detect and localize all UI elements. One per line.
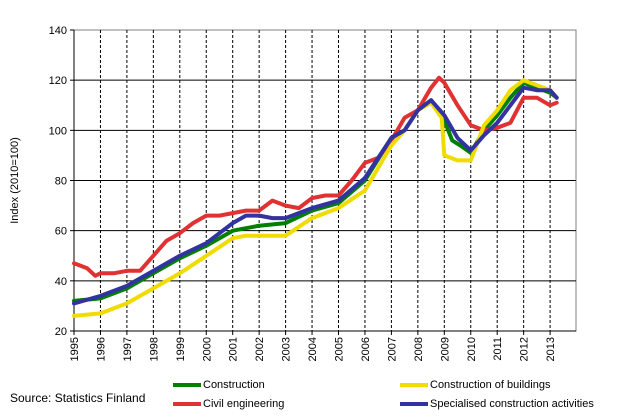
x-tick-label: 2011 [492, 337, 504, 361]
y-tick-label: 20 [55, 326, 67, 338]
x-tick-label: 1999 [175, 337, 187, 361]
x-tick-label: 2008 [413, 337, 425, 361]
y-tick-label: 40 [55, 276, 67, 288]
legend-swatch [400, 402, 428, 406]
y-tick-label: 60 [55, 226, 67, 238]
x-tick-label: 2005 [334, 337, 346, 361]
legend-label: Civil engineering [203, 398, 285, 410]
x-tick-label: 1995 [69, 337, 81, 361]
x-tick-label: 2004 [307, 337, 319, 361]
x-tick-label: 2002 [254, 337, 266, 361]
legend-label: Specialised construction activities [430, 398, 594, 410]
x-tick-label: 2000 [201, 337, 213, 361]
x-tick-label: 2012 [519, 337, 531, 361]
x-tick-label: 1996 [95, 337, 107, 361]
legend-label: Construction of buildings [430, 379, 551, 391]
x-tick-label: 2003 [281, 337, 293, 361]
legend-swatch [173, 383, 201, 387]
legend-item-specialised-construction-activities: Specialised construction activities [400, 398, 594, 410]
legend-item-construction: Construction [173, 379, 265, 391]
y-tick-label: 140 [49, 25, 67, 37]
y-tick-label: 100 [49, 125, 67, 137]
y-tick-label: 80 [55, 176, 67, 188]
x-tick-label: 2013 [545, 337, 557, 361]
x-tick-label: 2010 [466, 337, 478, 361]
legend-item-civil-engineering: Civil engineering [173, 398, 284, 410]
series-line-construction-of-buildings [72, 78, 559, 318]
y-axis-label: Index (2010=100) [9, 137, 21, 224]
x-tick-label: 2001 [228, 337, 240, 361]
source-note: Source: Statistics Finland [10, 391, 146, 405]
x-tick-label: 2009 [439, 337, 451, 361]
x-tick-label: 1997 [122, 337, 134, 361]
x-tick-label: 2006 [360, 337, 372, 361]
x-tick-label: 2007 [386, 337, 398, 361]
legend-label: Construction [203, 379, 265, 391]
series-line-specialised-construction-activities [72, 85, 559, 306]
legend-item-construction-of-buildings: Construction of buildings [400, 379, 550, 391]
legend-swatch [173, 402, 201, 406]
legend-swatch [400, 383, 428, 387]
series-line-civil-engineering [72, 75, 559, 278]
y-tick-label: 120 [49, 75, 67, 87]
x-tick-label: 1998 [148, 337, 160, 361]
